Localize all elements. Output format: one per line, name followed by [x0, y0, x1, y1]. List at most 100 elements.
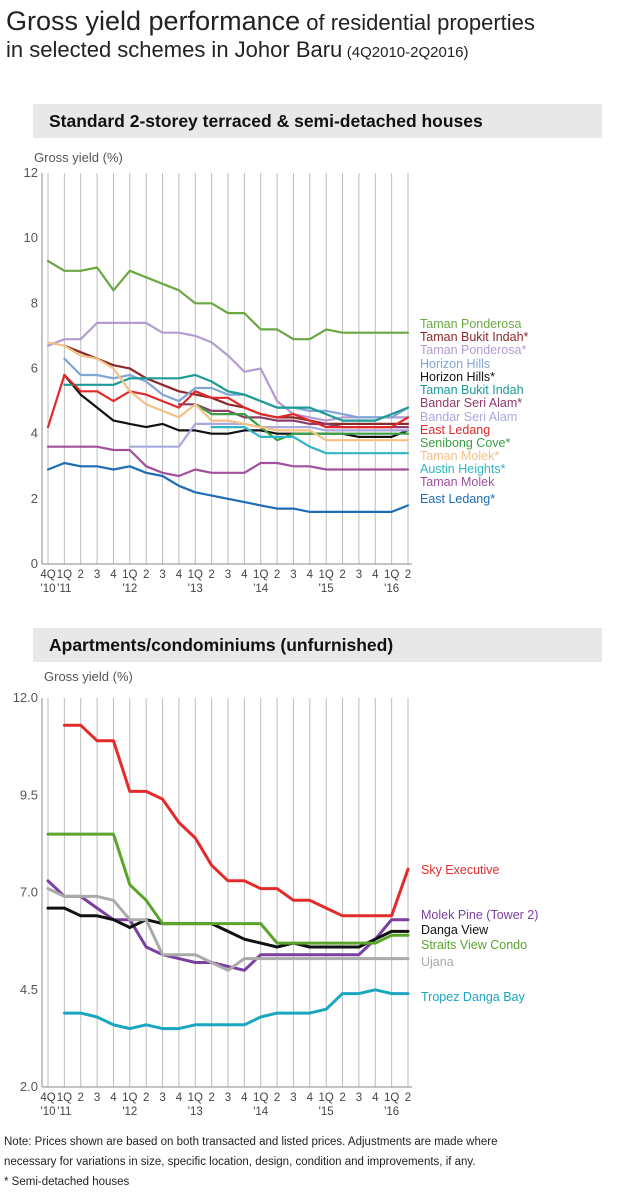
- note-line-1: Note: Prices shown are based on both tra…: [4, 1136, 498, 1148]
- series-label-austin-heights-semi: Austin Heights*: [420, 462, 506, 476]
- x-tick-label: 1Q: [384, 569, 399, 581]
- x-tick-label: 2: [78, 1092, 84, 1104]
- series-label-taman-ponderosa-semi: Taman Ponderosa*: [420, 343, 526, 357]
- x-tick-label: 1Q: [122, 569, 137, 581]
- x-tick-label: 2: [143, 1092, 149, 1104]
- x-tick-year-label: '13: [188, 1106, 203, 1118]
- series-line-sky-executive: [62, 723, 410, 918]
- x-tick-label: 4: [372, 1092, 379, 1104]
- series-label-horizon-hills-semi: Horizon Hills*: [420, 370, 495, 384]
- series-line-molek-pine-tower-2: [46, 879, 410, 972]
- x-tick-label: 4: [307, 569, 314, 581]
- y-tick-label: 8: [31, 295, 38, 310]
- section-title-houses: Standard 2-storey terraced & semi-detach…: [49, 111, 483, 131]
- footnote: Note: Prices shown are based on both tra…: [4, 1132, 640, 1192]
- series-line-horizon-hills-semi: [63, 373, 410, 438]
- y-tick-label: 12: [24, 165, 38, 180]
- series-label-taman-bukit-indah: Taman Bukit Indah: [420, 383, 524, 397]
- x-tick-label: 1Q: [253, 1092, 268, 1104]
- y-axis-label: Gross yield (%): [34, 150, 123, 165]
- x-tick-label: 2: [208, 1092, 214, 1104]
- y-tick-label: 2: [31, 491, 38, 506]
- series-label-bandar-seri-alam-semi: Bandar Seri Alam*: [420, 396, 522, 410]
- x-tick-year-label: '10: [41, 583, 56, 595]
- x-tick-label: 3: [159, 569, 165, 581]
- series-label-horizon-hills: Horizon Hills: [420, 357, 490, 371]
- x-tick-label: 4: [307, 1092, 314, 1104]
- series-line-senibong-cove-semi: [194, 403, 410, 442]
- series-line-east-ledang: [46, 373, 410, 429]
- x-tick-year-label: '11: [57, 583, 71, 595]
- series-label-taman-molek-semi: Taman Molek*: [420, 449, 499, 463]
- x-tick-label: 2: [78, 569, 84, 581]
- x-tick-label: 1Q: [57, 569, 72, 581]
- series-line-taman-ponderosa: [46, 259, 410, 341]
- x-tick-label: 4: [110, 569, 117, 581]
- x-tick-label: 4: [176, 1092, 183, 1104]
- x-tick-label: 4Q: [40, 569, 55, 581]
- x-tick-label: 4: [110, 1092, 117, 1104]
- series-label-taman-ponderosa: Taman Ponderosa: [420, 317, 522, 331]
- x-tick-year-label: '15: [319, 1106, 334, 1118]
- series-line-bandar-seri-alam: [128, 422, 410, 448]
- y-tick-label: 2.0: [20, 1079, 38, 1094]
- x-tick-year-label: '12: [122, 1106, 137, 1118]
- series-label-danga-view: Danga View: [421, 923, 489, 937]
- series-label-tropez-danga-bay: Tropez Danga Bay: [421, 990, 526, 1004]
- x-tick-year-label: '13: [188, 583, 203, 595]
- x-tick-label: 1Q: [188, 1092, 203, 1104]
- x-tick-label: 3: [290, 569, 296, 581]
- series-line-austin-heights-semi: [210, 426, 410, 455]
- x-tick-label: 1Q: [188, 569, 203, 581]
- series-line-taman-bukit-indah-semi: [63, 344, 410, 425]
- x-tick-label: 4: [176, 569, 183, 581]
- x-tick-label: 4: [241, 569, 248, 581]
- x-tick-label: 3: [356, 1092, 362, 1104]
- series-line-tropez-danga-bay: [62, 988, 410, 1031]
- x-tick-year-label: '16: [384, 583, 399, 595]
- x-tick-label: 1Q: [253, 569, 268, 581]
- x-tick-year-label: '15: [319, 583, 334, 595]
- series-label-taman-bukit-indah-semi: Taman Bukit Indah*: [420, 330, 529, 344]
- x-tick-label: 1Q: [319, 1092, 334, 1104]
- series-label-sky-executive: Sky Executive: [421, 863, 500, 877]
- x-tick-label: 4: [372, 569, 379, 581]
- x-tick-label: 3: [94, 569, 100, 581]
- x-tick-label: 2: [339, 569, 345, 581]
- x-tick-label: 2: [405, 569, 411, 581]
- series-label-ujana: Ujana: [421, 955, 454, 969]
- series-line-horizon-hills: [63, 357, 410, 419]
- series-label-molek-pine-tower-2: Molek Pine (Tower 2): [421, 908, 538, 922]
- series-line-taman-molek: [46, 445, 410, 478]
- section-title-apartments: Apartments/condominiums (unfurnished): [49, 635, 394, 655]
- title-period: (4Q2010-2Q2016): [346, 44, 469, 62]
- chart-title-block: Gross yield performance of residential p…: [6, 6, 642, 62]
- x-tick-year-label: '14: [253, 583, 269, 595]
- y-tick-label: 4.5: [20, 982, 38, 997]
- y-tick-label: 4: [31, 426, 38, 441]
- series-line-taman-ponderosa-semi: [46, 321, 410, 422]
- x-tick-year-label: '14: [253, 1106, 269, 1118]
- title-main: Gross yield performance: [6, 6, 301, 36]
- x-tick-year-label: '11: [57, 1106, 71, 1118]
- x-tick-label: 4: [241, 1092, 248, 1104]
- series-label-senibong-cove-semi: Senibong Cove*: [420, 436, 510, 450]
- series-label-east-ledang: East Ledang: [420, 423, 490, 437]
- x-tick-label: 2: [339, 1092, 345, 1104]
- x-tick-label: 4Q: [40, 1092, 55, 1104]
- y-tick-label: 12.0: [13, 690, 38, 705]
- x-tick-year-label: '12: [122, 583, 137, 595]
- section-banner-houses: Standard 2-storey terraced & semi-detach…: [33, 104, 602, 138]
- x-tick-label: 1Q: [122, 1092, 137, 1104]
- y-tick-label: 6: [31, 361, 38, 376]
- y-tick-label: 0: [31, 556, 38, 571]
- series-line-straits-view-condo: [46, 832, 410, 945]
- apartments-yield-chart: Gross yield (%)2.04.57.09.512.04Q'101Q'1…: [13, 669, 539, 1118]
- x-tick-label: 2: [274, 569, 280, 581]
- series-label-east-ledang-semi: East Ledang*: [420, 492, 495, 506]
- y-tick-label: 9.5: [20, 787, 38, 802]
- x-tick-label: 3: [356, 569, 362, 581]
- x-tick-label: 2: [143, 569, 149, 581]
- y-axis-label: Gross yield (%): [44, 669, 133, 684]
- series-label-bandar-seri-alam: Bandar Seri Alam: [420, 410, 517, 424]
